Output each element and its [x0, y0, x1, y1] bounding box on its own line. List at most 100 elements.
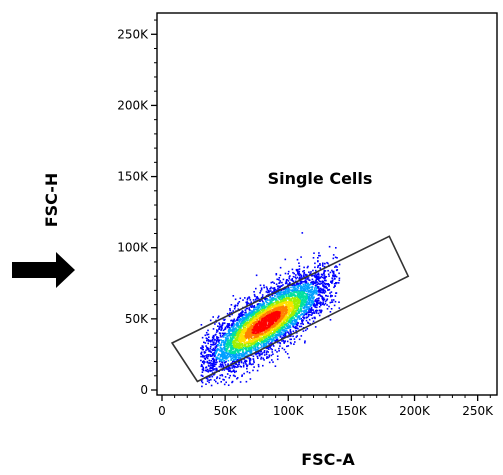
event-dot: [279, 306, 282, 308]
event-dot: [259, 292, 261, 294]
event-dot: [311, 302, 314, 305]
event-dot: [283, 298, 285, 300]
event-dot: [249, 314, 252, 317]
event-dot: [336, 282, 338, 284]
event-dot: [232, 324, 234, 326]
event-dot: [320, 289, 322, 291]
event-dot: [313, 274, 316, 277]
event-dot: [279, 345, 281, 347]
event-dot: [240, 327, 242, 329]
event-dot: [297, 301, 299, 304]
event-dot: [293, 272, 295, 275]
event-dot: [318, 273, 320, 276]
event-dot: [302, 310, 305, 312]
event-dot: [314, 266, 316, 269]
event-dot: [208, 340, 211, 342]
event-dot: [250, 306, 253, 308]
event-dot: [226, 340, 229, 343]
event-dot: [229, 327, 232, 330]
event-dot: [225, 348, 227, 350]
event-dot: [296, 283, 298, 286]
event-dot: [279, 280, 281, 282]
event-dot: [200, 363, 203, 366]
event-dot: [260, 342, 263, 344]
event-dot: [227, 363, 229, 365]
event-dot: [248, 357, 251, 359]
event-dot: [328, 275, 330, 277]
event-dot: [230, 351, 233, 353]
event-dot: [338, 272, 340, 275]
event-dot: [294, 295, 296, 298]
event-dot: [297, 316, 299, 318]
event-dot: [229, 309, 231, 312]
event-dot: [333, 275, 335, 278]
event-dot: [218, 353, 221, 356]
event-dot: [288, 305, 290, 308]
event-dot: [304, 280, 306, 283]
event-dot: [306, 278, 308, 280]
event-dot: [200, 351, 203, 354]
event-dot: [200, 324, 203, 326]
event-dot: [219, 332, 222, 335]
event-dot: [228, 377, 231, 379]
event-dot: [253, 329, 255, 332]
event-dot: [271, 327, 273, 330]
event-dot: [243, 336, 246, 338]
event-dot: [282, 288, 284, 291]
event-dot: [300, 299, 303, 302]
event-dot: [255, 311, 258, 314]
event-dot: [299, 317, 301, 320]
event-dot: [244, 323, 246, 326]
event-dot: [214, 347, 217, 349]
event-dot: [271, 335, 273, 338]
event-dot: [239, 346, 241, 349]
event-dot: [206, 339, 208, 342]
event-dot: [217, 348, 219, 350]
event-dot: [308, 300, 311, 303]
event-dot: [234, 363, 237, 365]
event-dot: [287, 297, 289, 300]
event-dot: [261, 294, 264, 296]
event-dot: [236, 354, 238, 357]
event-dot: [262, 311, 264, 313]
event-dot: [332, 257, 335, 260]
event-dot: [265, 319, 268, 322]
event-dot: [297, 268, 299, 271]
event-dot: [255, 314, 258, 317]
event-dot: [309, 301, 311, 304]
event-dot: [224, 318, 226, 321]
event-dot: [248, 348, 251, 351]
event-dot: [293, 292, 295, 294]
event-dot: [252, 347, 255, 349]
event-dot: [306, 274, 308, 276]
event-dot: [230, 329, 232, 332]
event-dot: [204, 334, 207, 337]
event-dot: [212, 368, 215, 371]
event-dot: [262, 320, 265, 322]
event-dot: [331, 270, 334, 273]
event-dot: [266, 289, 269, 291]
event-dot: [271, 348, 273, 351]
event-dot: [300, 288, 302, 291]
event-dot: [221, 356, 224, 359]
event-dot: [248, 363, 251, 365]
event-dot: [300, 317, 302, 320]
event-dot: [269, 319, 272, 322]
event-dot: [224, 349, 226, 352]
event-dot: [273, 314, 275, 317]
event-dot: [314, 317, 316, 320]
event-dot: [276, 309, 278, 311]
event-dot: [234, 352, 237, 355]
event-dot: [320, 275, 322, 278]
event-dot: [234, 304, 237, 307]
event-dot: [237, 344, 239, 346]
event-dot: [314, 304, 317, 307]
event-dot: [251, 318, 253, 321]
event-dot: [297, 309, 299, 312]
event-dot: [219, 355, 222, 357]
event-dot: [304, 297, 307, 300]
event-dot: [231, 380, 234, 383]
event-dot: [271, 322, 274, 325]
event-dot: [286, 315, 289, 318]
event-dot: [335, 247, 337, 249]
